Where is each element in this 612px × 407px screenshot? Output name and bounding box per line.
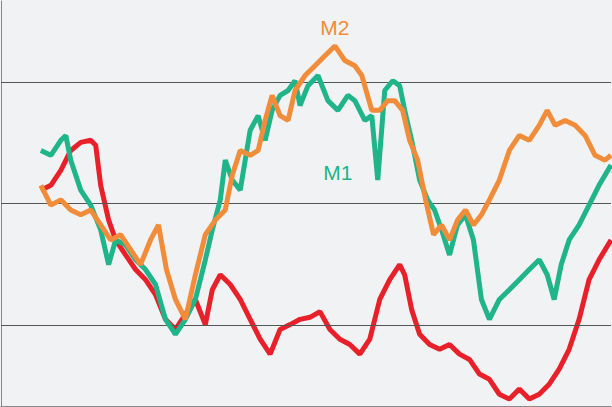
svg-text:M1: M1 bbox=[323, 161, 352, 184]
svg-text:M2: M2 bbox=[320, 16, 349, 39]
